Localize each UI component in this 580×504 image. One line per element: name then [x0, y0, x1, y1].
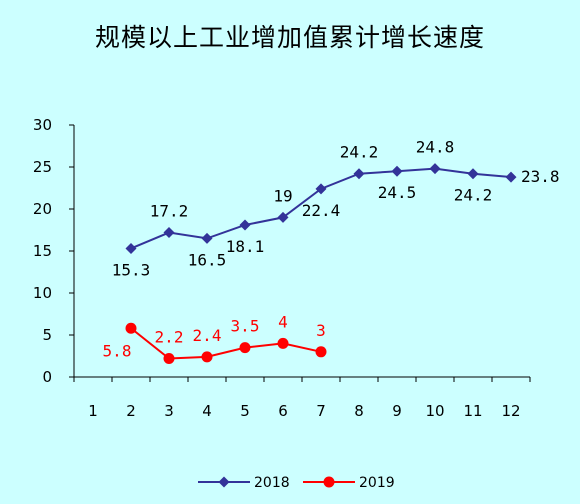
- data-label: 24.2: [454, 186, 493, 205]
- data-label: 24.5: [378, 183, 417, 202]
- data-point-2018: [125, 242, 137, 254]
- legend-marker-2018: [218, 476, 230, 488]
- data-point-2019: [277, 337, 289, 349]
- y-tick-label: 25: [33, 158, 52, 176]
- y-tick-label: 5: [42, 326, 52, 344]
- legend-label-2019: 2019: [359, 475, 395, 491]
- series-lines: [125, 163, 517, 365]
- y-tick-label: 30: [33, 116, 52, 134]
- data-labels: 15.3 17.2 16.518.1 19 22.4 24.2 24.5 24.8 24.2 23…: [103, 138, 560, 361]
- chart-title: 规模以上工业增加值累计增长速度: [94, 23, 485, 52]
- data-point-2018: [353, 168, 365, 180]
- data-label: 5.8: [103, 341, 132, 360]
- data-label: 23.8: [521, 167, 560, 186]
- data-point-2019: [201, 351, 213, 363]
- x-tick-label: 8: [354, 402, 364, 420]
- data-point-2018: [239, 219, 251, 231]
- data-label: 16.5: [188, 250, 227, 269]
- data-label: 22.4: [302, 201, 341, 220]
- x-tick-label: 10: [425, 402, 444, 420]
- data-label: 15.3: [112, 260, 151, 279]
- data-point-2019: [315, 346, 327, 358]
- y-tick-label: 15: [33, 242, 52, 260]
- data-point-2018: [277, 211, 289, 223]
- data-point-2018: [505, 171, 517, 183]
- data-point-2018: [163, 227, 175, 239]
- legend-label-2018: 2018: [254, 475, 290, 491]
- legend: 2018 2019: [198, 475, 395, 491]
- data-point-2019: [239, 342, 251, 354]
- x-tick-label: 3: [164, 402, 174, 420]
- data-label: 24.8: [416, 138, 455, 157]
- x-tick-label: 4: [202, 402, 212, 420]
- data-label: 3: [316, 321, 326, 340]
- data-label: 2.4: [193, 326, 222, 345]
- y-tick-label: 20: [33, 200, 52, 218]
- data-label: 19: [273, 186, 292, 205]
- data-label: 17.2: [150, 202, 189, 221]
- x-tick-label: 6: [278, 402, 288, 420]
- x-tick-label: 5: [240, 402, 250, 420]
- x-tick-label: 12: [501, 402, 520, 420]
- data-point-2018: [201, 232, 213, 244]
- data-point-2018: [429, 163, 441, 175]
- y-tick-label: 10: [33, 284, 52, 302]
- data-point-2019: [163, 353, 175, 365]
- x-tick-label: 11: [463, 402, 482, 420]
- data-label: 18.1: [226, 237, 265, 256]
- data-point-2018: [391, 165, 403, 177]
- x-tick-label: 7: [316, 402, 326, 420]
- data-point-2019: [125, 322, 137, 334]
- legend-marker-2019: [323, 476, 335, 488]
- y-tick-label: 0: [42, 368, 52, 386]
- data-label: 24.2: [340, 143, 379, 162]
- data-point-2018: [467, 168, 479, 180]
- x-tick-label: 2: [126, 402, 136, 420]
- data-label: 3.5: [231, 317, 260, 336]
- series-line-2019: [130, 327, 322, 360]
- x-tick-label: 9: [392, 402, 402, 420]
- data-label: 2.2: [155, 328, 184, 347]
- data-label: 4: [278, 312, 288, 331]
- data-point-2018: [315, 183, 327, 195]
- x-tick-label: 1: [88, 402, 98, 420]
